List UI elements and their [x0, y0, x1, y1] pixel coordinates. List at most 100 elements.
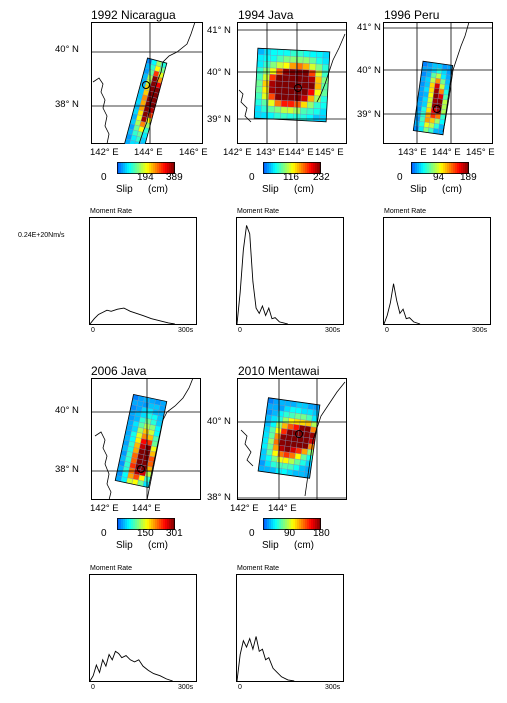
- slip-map-2006-java: [91, 378, 201, 500]
- mr-x-start: 0: [91, 327, 95, 334]
- colorbar-tick: 0: [397, 172, 403, 183]
- panel-title-1994-java: 1994 Java: [238, 8, 294, 22]
- fault-slip-grid: [253, 47, 331, 123]
- trench-line: [304, 381, 346, 497]
- colorbar-slip-label: Slip: [116, 540, 133, 551]
- lat-tick-label: 40° N: [357, 65, 381, 76]
- lon-tick-label: 144° E: [132, 503, 161, 514]
- lon-tick-label: 142° E: [223, 147, 252, 158]
- slip-colorbar-2006-java: [117, 518, 175, 530]
- lon-tick-label: 144° E: [268, 503, 297, 514]
- colorbar-unit-label: (cm): [294, 184, 314, 195]
- lon-tick-label: 144° E: [134, 147, 163, 158]
- lon-tick-label: 144° E: [432, 147, 461, 158]
- moment-scale-note: 0.24E+20Nm/s: [18, 232, 65, 239]
- colorbar-tick: 301: [166, 528, 183, 539]
- trench-line: [138, 22, 196, 144]
- epicenter-marker: [294, 84, 302, 92]
- epicenter-marker: [137, 465, 145, 473]
- moment-rate-plot-1992-nicaragua: [89, 217, 197, 325]
- epicenter-marker: [295, 430, 303, 438]
- lon-tick-label: 143° E: [398, 147, 427, 158]
- coastline: [94, 431, 112, 500]
- colorbar-tick: 90: [284, 528, 296, 539]
- lon-tick-label: 144° E: [285, 147, 314, 158]
- mr-x-start: 0: [91, 684, 95, 691]
- trench-line: [146, 378, 194, 500]
- lat-tick-label: 40° N: [207, 416, 231, 427]
- panel-title-1996-peru: 1996 Peru: [384, 8, 440, 22]
- slip-colorbar-1996-peru: [411, 162, 469, 174]
- moment-rate-label: Moment Rate: [90, 565, 133, 572]
- mr-x-end: 300s: [472, 327, 488, 334]
- moment-rate-curve: [236, 225, 288, 325]
- colorbar-unit-label: (cm): [442, 184, 462, 195]
- colorbar-unit-label: (cm): [294, 540, 314, 551]
- mr-x-end: 300s: [178, 327, 194, 334]
- slip-colorbar-1992-nicaragua: [117, 162, 175, 174]
- colorbar-slip-label: Slip: [410, 184, 427, 195]
- mr-x-start: 0: [238, 684, 242, 691]
- lon-tick-label: 142° E: [90, 503, 119, 514]
- mr-x-end: 300s: [325, 327, 341, 334]
- moment-rate-label: Moment Rate: [237, 208, 280, 215]
- moment-rate-curve: [89, 307, 175, 325]
- panel-title-2010-mentawai: 2010 Mentawai: [238, 364, 320, 378]
- lat-tick-label: 40° N: [55, 44, 79, 55]
- moment-rate-label: Moment Rate: [237, 565, 280, 572]
- slip-map-1994-java: [237, 22, 347, 144]
- colorbar-tick: 94: [433, 172, 445, 183]
- lat-tick-label: 40° N: [55, 405, 79, 416]
- mr-x-end: 300s: [325, 684, 341, 691]
- colorbar-tick: 194: [137, 172, 154, 183]
- slip-map-1992-nicaragua: [91, 22, 203, 144]
- colorbar-slip-label: Slip: [262, 184, 279, 195]
- colorbar-slip-label: Slip: [262, 540, 279, 551]
- lat-tick-label: 39° N: [357, 109, 381, 120]
- moment-rate-plot-1996-peru: [383, 217, 491, 325]
- colorbar-tick: 232: [313, 172, 330, 183]
- coastline: [240, 429, 254, 467]
- moment-rate-plot-1994-java: [236, 217, 344, 325]
- panel-title-2006-java: 2006 Java: [91, 364, 147, 378]
- coastline: [238, 89, 252, 123]
- lon-tick-label: 142° E: [230, 503, 259, 514]
- colorbar-unit-label: (cm): [148, 540, 168, 551]
- mr-x-start: 0: [238, 327, 242, 334]
- panel-title-1992-nicaragua: 1992 Nicaragua: [91, 8, 176, 22]
- colorbar-tick: 116: [283, 172, 299, 183]
- slip-map-2010-mentawai: [237, 378, 347, 500]
- colorbar-tick: 0: [249, 528, 255, 539]
- fault-slip-grid: [114, 393, 168, 489]
- slip-map-1996-peru: [383, 22, 493, 144]
- colorbar-tick: 0: [101, 528, 107, 539]
- lat-tick-label: 39° N: [207, 114, 231, 125]
- lat-tick-label: 41° N: [357, 22, 381, 33]
- lat-tick-label: 38° N: [55, 464, 79, 475]
- lon-tick-label: 142° E: [90, 147, 119, 158]
- coastline: [92, 77, 110, 144]
- colorbar-tick: 180: [313, 528, 330, 539]
- colorbar-tick: 189: [460, 172, 477, 183]
- lon-tick-label: 145° E: [466, 147, 495, 158]
- slip-colorbar-2010-mentawai: [263, 518, 321, 530]
- epicenter-marker: [433, 105, 441, 113]
- lon-tick-label: 146° E: [179, 147, 208, 158]
- fault-slip-grid: [257, 397, 321, 479]
- colorbar-tick: 150: [137, 528, 154, 539]
- colorbar-tick: 389: [166, 172, 183, 183]
- colorbar-tick: 0: [101, 172, 107, 183]
- moment-rate-curve: [89, 650, 173, 682]
- lat-tick-label: 41° N: [207, 25, 231, 36]
- lat-tick-label: 40° N: [207, 67, 231, 78]
- lat-tick-label: 38° N: [55, 99, 79, 110]
- moment-rate-plot-2006-java: [89, 574, 197, 682]
- colorbar-unit-label: (cm): [148, 184, 168, 195]
- moment-rate-curve: [236, 636, 295, 682]
- moment-rate-label: Moment Rate: [384, 208, 427, 215]
- moment-rate-curve: [383, 283, 421, 325]
- moment-rate-label: Moment Rate: [90, 208, 133, 215]
- slip-colorbar-1994-java: [263, 162, 321, 174]
- colorbar-tick: 0: [249, 172, 255, 183]
- mr-x-end: 300s: [178, 684, 194, 691]
